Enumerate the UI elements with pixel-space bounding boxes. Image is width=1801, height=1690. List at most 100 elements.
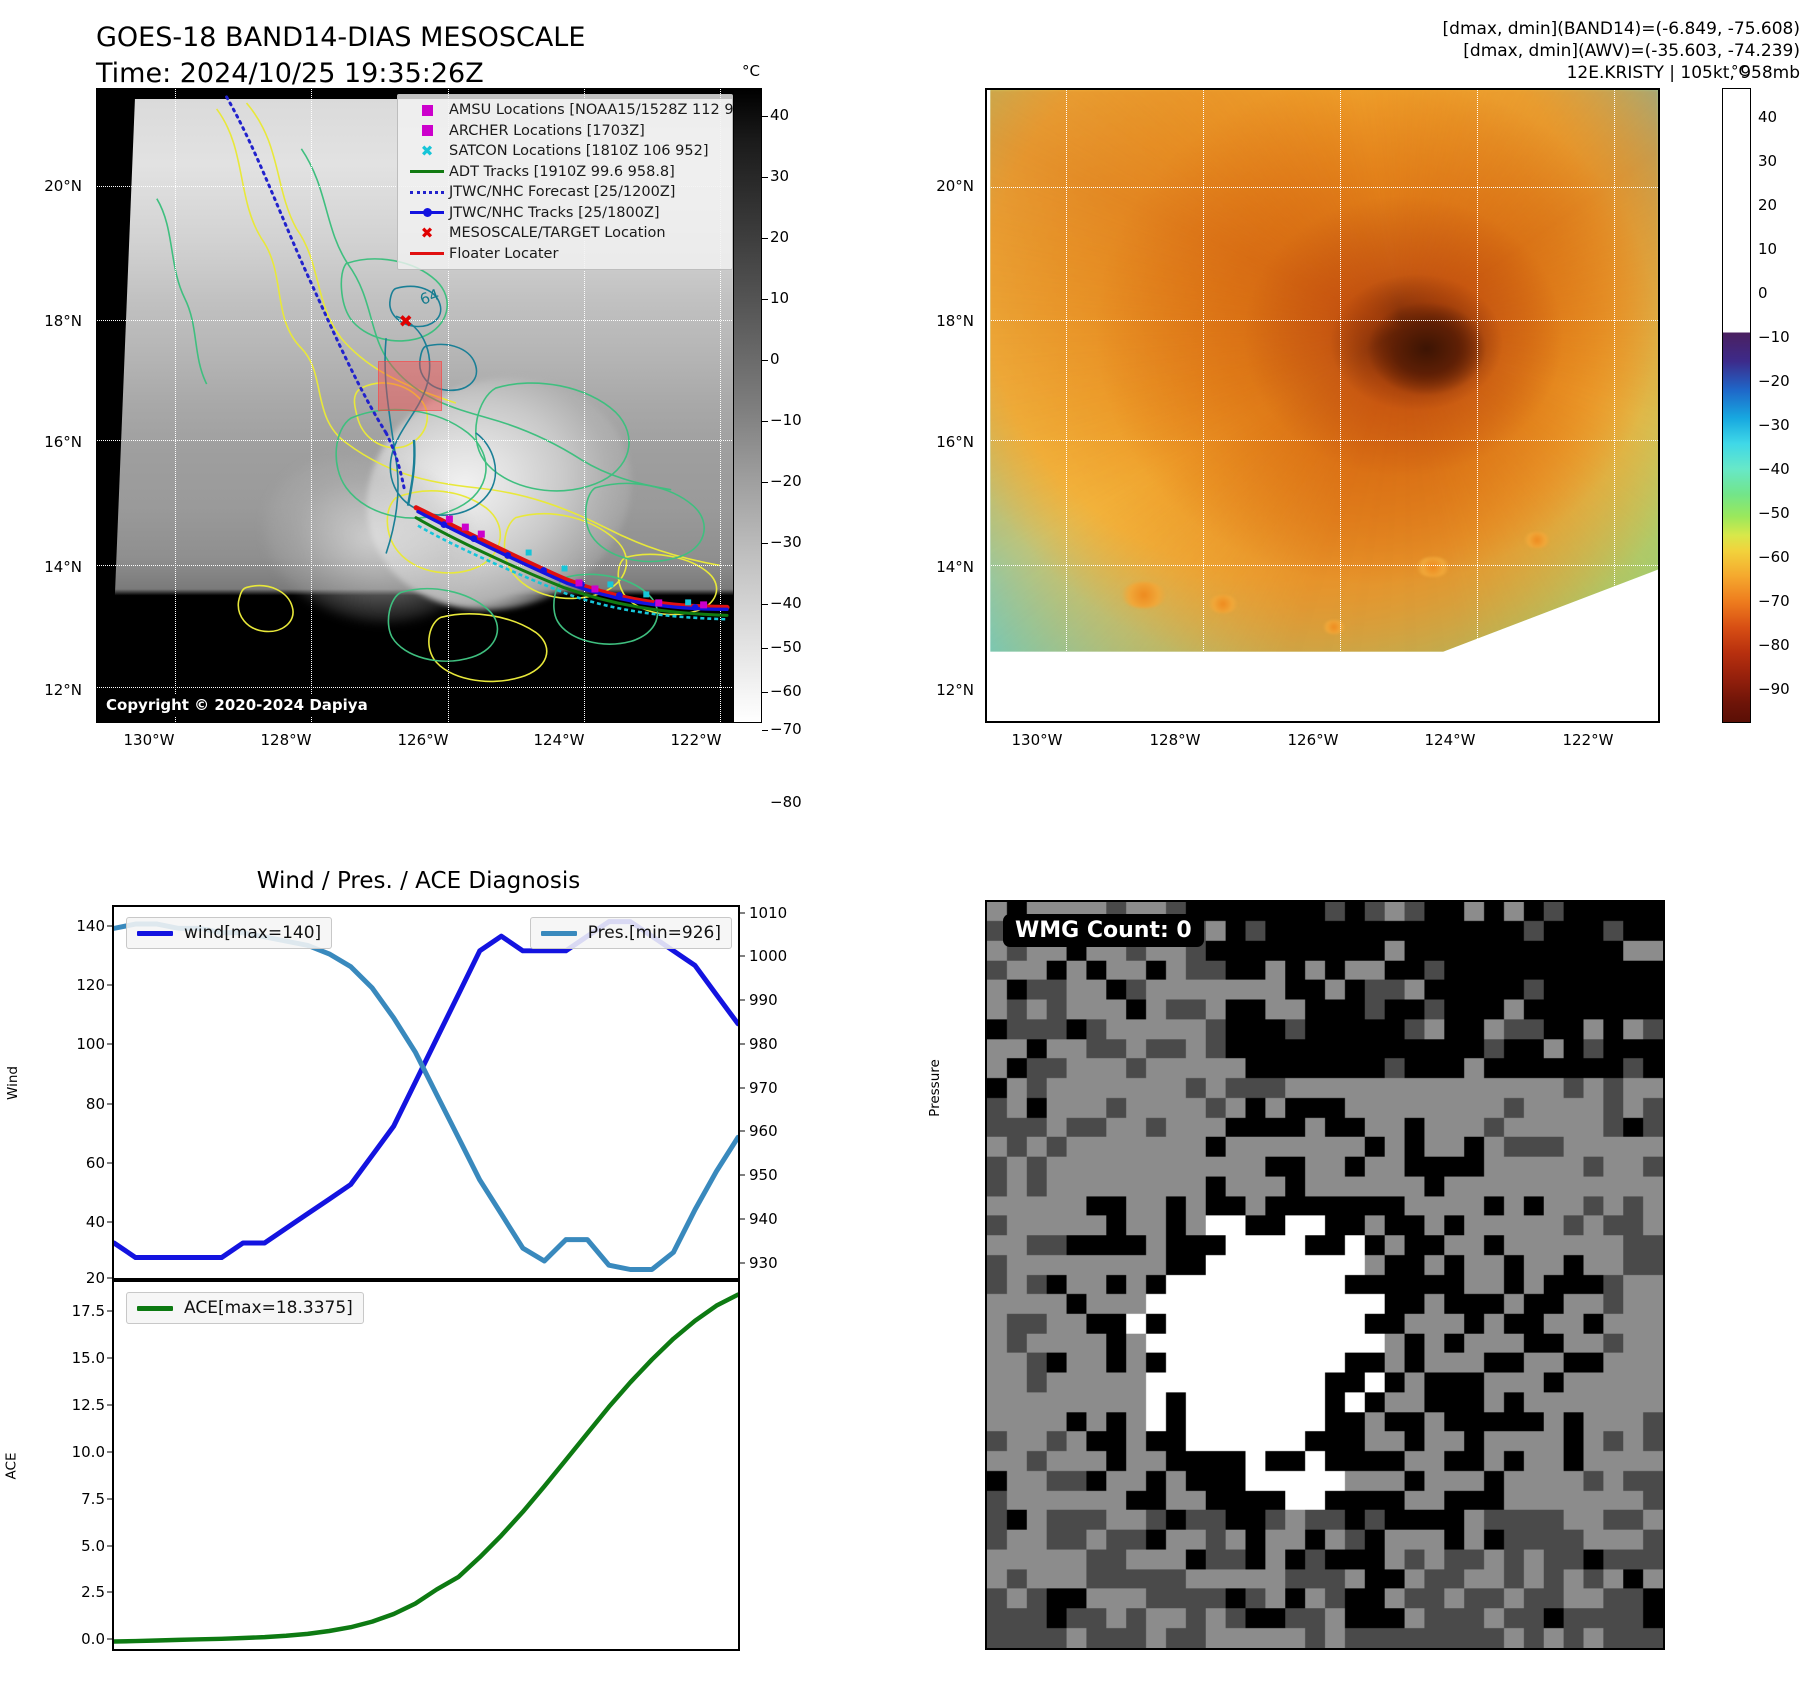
wind-tick-100: 100	[76, 1035, 105, 1054]
wind-tickmark-80	[107, 1103, 114, 1105]
tl-cb-mark-m70	[762, 730, 768, 731]
ace-tickmark-175	[107, 1310, 114, 1312]
wind-pressure-chart[interactable]: 140 120 100 80 60 40 20 1010 1000 990 98…	[76, 904, 787, 1287]
tr-cb-tick-m90: −90	[1758, 680, 1790, 698]
tracks-line-marker-icon	[405, 207, 449, 218]
tr-gridline-lon-126w	[1339, 90, 1341, 721]
satcon-x-icon: ✖	[420, 141, 434, 160]
awv-enhanced-map-panel[interactable]	[985, 88, 1660, 723]
ace-tickmark-00	[107, 1638, 114, 1640]
tl-title-line1: GOES-18 BAND14-DIAS MESOSCALE	[96, 22, 586, 53]
tl-cb-tick-m10: −10	[770, 411, 802, 429]
tr-colorbar-unit: °C	[1731, 62, 1749, 80]
tl-title-line2: Time: 2024/10/25 19:35:26Z	[96, 58, 484, 89]
map-gridline-lon-130w	[174, 89, 176, 722]
ace-tickmark-50	[107, 1545, 114, 1546]
wind-pres-ace-title: Wind / Pres. / ACE Diagnosis	[256, 868, 581, 894]
tr-gridline-lat-20n	[987, 186, 1658, 188]
wind-axis-label: Wind	[4, 1066, 21, 1100]
tl-lat-tick-16n: 16°N	[44, 433, 82, 451]
wind-tickmark-40	[107, 1221, 114, 1223]
tr-header-line3: 12E.KRISTY | 105kt, 958mb	[1566, 63, 1800, 83]
mesoscale-x-icon: ✖	[420, 223, 434, 242]
ace-plot-area	[114, 1292, 738, 1644]
goes18-ir-map-panel[interactable]: ✖ 64 AMSU Locations [NOAA15/1528Z 112 94…	[96, 88, 737, 723]
mesoscale-target-marker-icon: ✖	[398, 311, 413, 332]
floater-locater-line	[413, 505, 730, 610]
legend-row-forecast: JTWC/NHC Forecast [25/1200Z]	[405, 182, 725, 203]
tr-cb-tick-m70: −70	[1758, 592, 1790, 610]
tl-lat-tick-12n: 12°N	[44, 681, 82, 699]
awv-blob-2	[1208, 594, 1239, 613]
tl-lon-tick-130w: 130°W	[123, 731, 175, 749]
pres-tick-980: 980	[749, 1034, 778, 1053]
wind-tickmark-20	[107, 1277, 114, 1279]
tr-header-line1: [dmax, dmin](BAND14)=(-6.849, -75.608)	[1442, 19, 1800, 39]
tl-cb-tick-m40: −40	[770, 594, 802, 612]
tr-gridline-lon-124w	[1476, 90, 1478, 721]
legend-row-tracks: JTWC/NHC Tracks [25/1800Z]	[405, 203, 725, 224]
wind-pressure-plot-area	[114, 919, 738, 1272]
copyright-banner: Copyright © 2020-2024 Dapiya	[100, 694, 374, 716]
pres-tick-1010: 1010	[749, 903, 788, 922]
pres-tick-990: 990	[749, 991, 778, 1010]
wind-tickmark-100	[107, 1043, 114, 1045]
ace-tick-0-0: 0.0	[81, 1630, 105, 1649]
pres-tickmark-1000	[738, 955, 745, 957]
tl-cb-mark-m10	[762, 421, 768, 422]
legend-row-amsu: AMSU Locations [NOAA15/1528Z 112 948]	[405, 100, 736, 121]
ace-tick-2-5: 2.5	[81, 1583, 105, 1602]
ace-tickmark-100	[107, 1451, 114, 1453]
wind-tick-140: 140	[76, 916, 105, 935]
wind-legend: wind[max=140]	[126, 917, 333, 949]
top-left-title: GOES-18 BAND14-DIAS MESOSCALE Time: 2024…	[96, 20, 585, 92]
floater-line-icon	[405, 252, 449, 256]
wmg-classification-panel[interactable]: WMG Count: 0	[985, 900, 1665, 1650]
pres-tick-960: 960	[749, 1122, 778, 1141]
pres-legend-label: Pres.[min=926]	[587, 923, 721, 943]
tl-colorbar-unit: °C	[742, 62, 760, 80]
pres-legend-swatch	[540, 930, 577, 936]
pres-tickmark-1010	[738, 912, 745, 914]
satcon-points	[525, 549, 692, 606]
pres-tickmark-930	[738, 1262, 745, 1264]
tl-lat-tick-14n: 14°N	[44, 558, 82, 576]
wind-tickmark-120	[107, 984, 114, 986]
tl-colorbar	[733, 88, 762, 723]
map-legend: AMSU Locations [NOAA15/1528Z 112 948] AR…	[397, 94, 736, 270]
pres-tickmark-970	[738, 1087, 745, 1089]
tr-cb-tick-m60: −60	[1758, 548, 1790, 566]
ace-tick-5-0: 5.0	[81, 1536, 105, 1555]
ace-tick-7-5: 7.5	[81, 1489, 105, 1508]
tl-cb-tick-m80: −80	[770, 793, 802, 811]
tr-colorbar	[1722, 88, 1751, 723]
satcon-track-line	[417, 524, 728, 621]
awv-spiral-bands	[990, 90, 1658, 652]
pres-tickmark-980	[738, 1043, 745, 1045]
tr-gridline-lat-16n	[987, 440, 1658, 442]
ace-tickmark-25	[107, 1591, 114, 1593]
tl-lon-tick-124w: 124°W	[533, 731, 585, 749]
tr-cb-tick-40: 40	[1758, 108, 1778, 126]
pres-tick-940: 940	[749, 1210, 778, 1228]
tr-gridline-lon-130w	[1066, 90, 1068, 721]
ace-legend-label: ACE[max=18.3375]	[184, 1298, 353, 1318]
tl-cb-tick-m30: −30	[770, 533, 802, 551]
awv-blob-1	[1121, 582, 1168, 609]
tl-cb-tick-m60: −60	[770, 682, 802, 700]
tr-lon-tick-126w: 126°W	[1287, 731, 1339, 749]
map-gridline-lat-16n	[97, 440, 736, 442]
tr-gridline-lat-14n	[987, 564, 1658, 566]
legend-label-mesoscale: MESOSCALE/TARGET Location	[449, 225, 666, 242]
jtwc-nhc-track-line	[416, 509, 729, 612]
tl-cb-mark-40	[762, 116, 768, 117]
tl-lat-tick-18n: 18°N	[44, 312, 82, 330]
tr-lon-tick-124w: 124°W	[1424, 731, 1476, 749]
storm-track-overlay	[225, 95, 730, 621]
legend-label-archer: ARCHER Locations [1703Z]	[449, 122, 645, 139]
pres-tick-970: 970	[749, 1078, 778, 1097]
ace-chart[interactable]: 17.5 15.0 12.5 10.0 7.5 5.0 2.5 0.0 ACE[…	[72, 1280, 740, 1651]
adt-track-line	[414, 516, 729, 617]
mesoscale-target-box	[378, 361, 443, 412]
tr-cb-tick-m10: −10	[1758, 328, 1790, 346]
